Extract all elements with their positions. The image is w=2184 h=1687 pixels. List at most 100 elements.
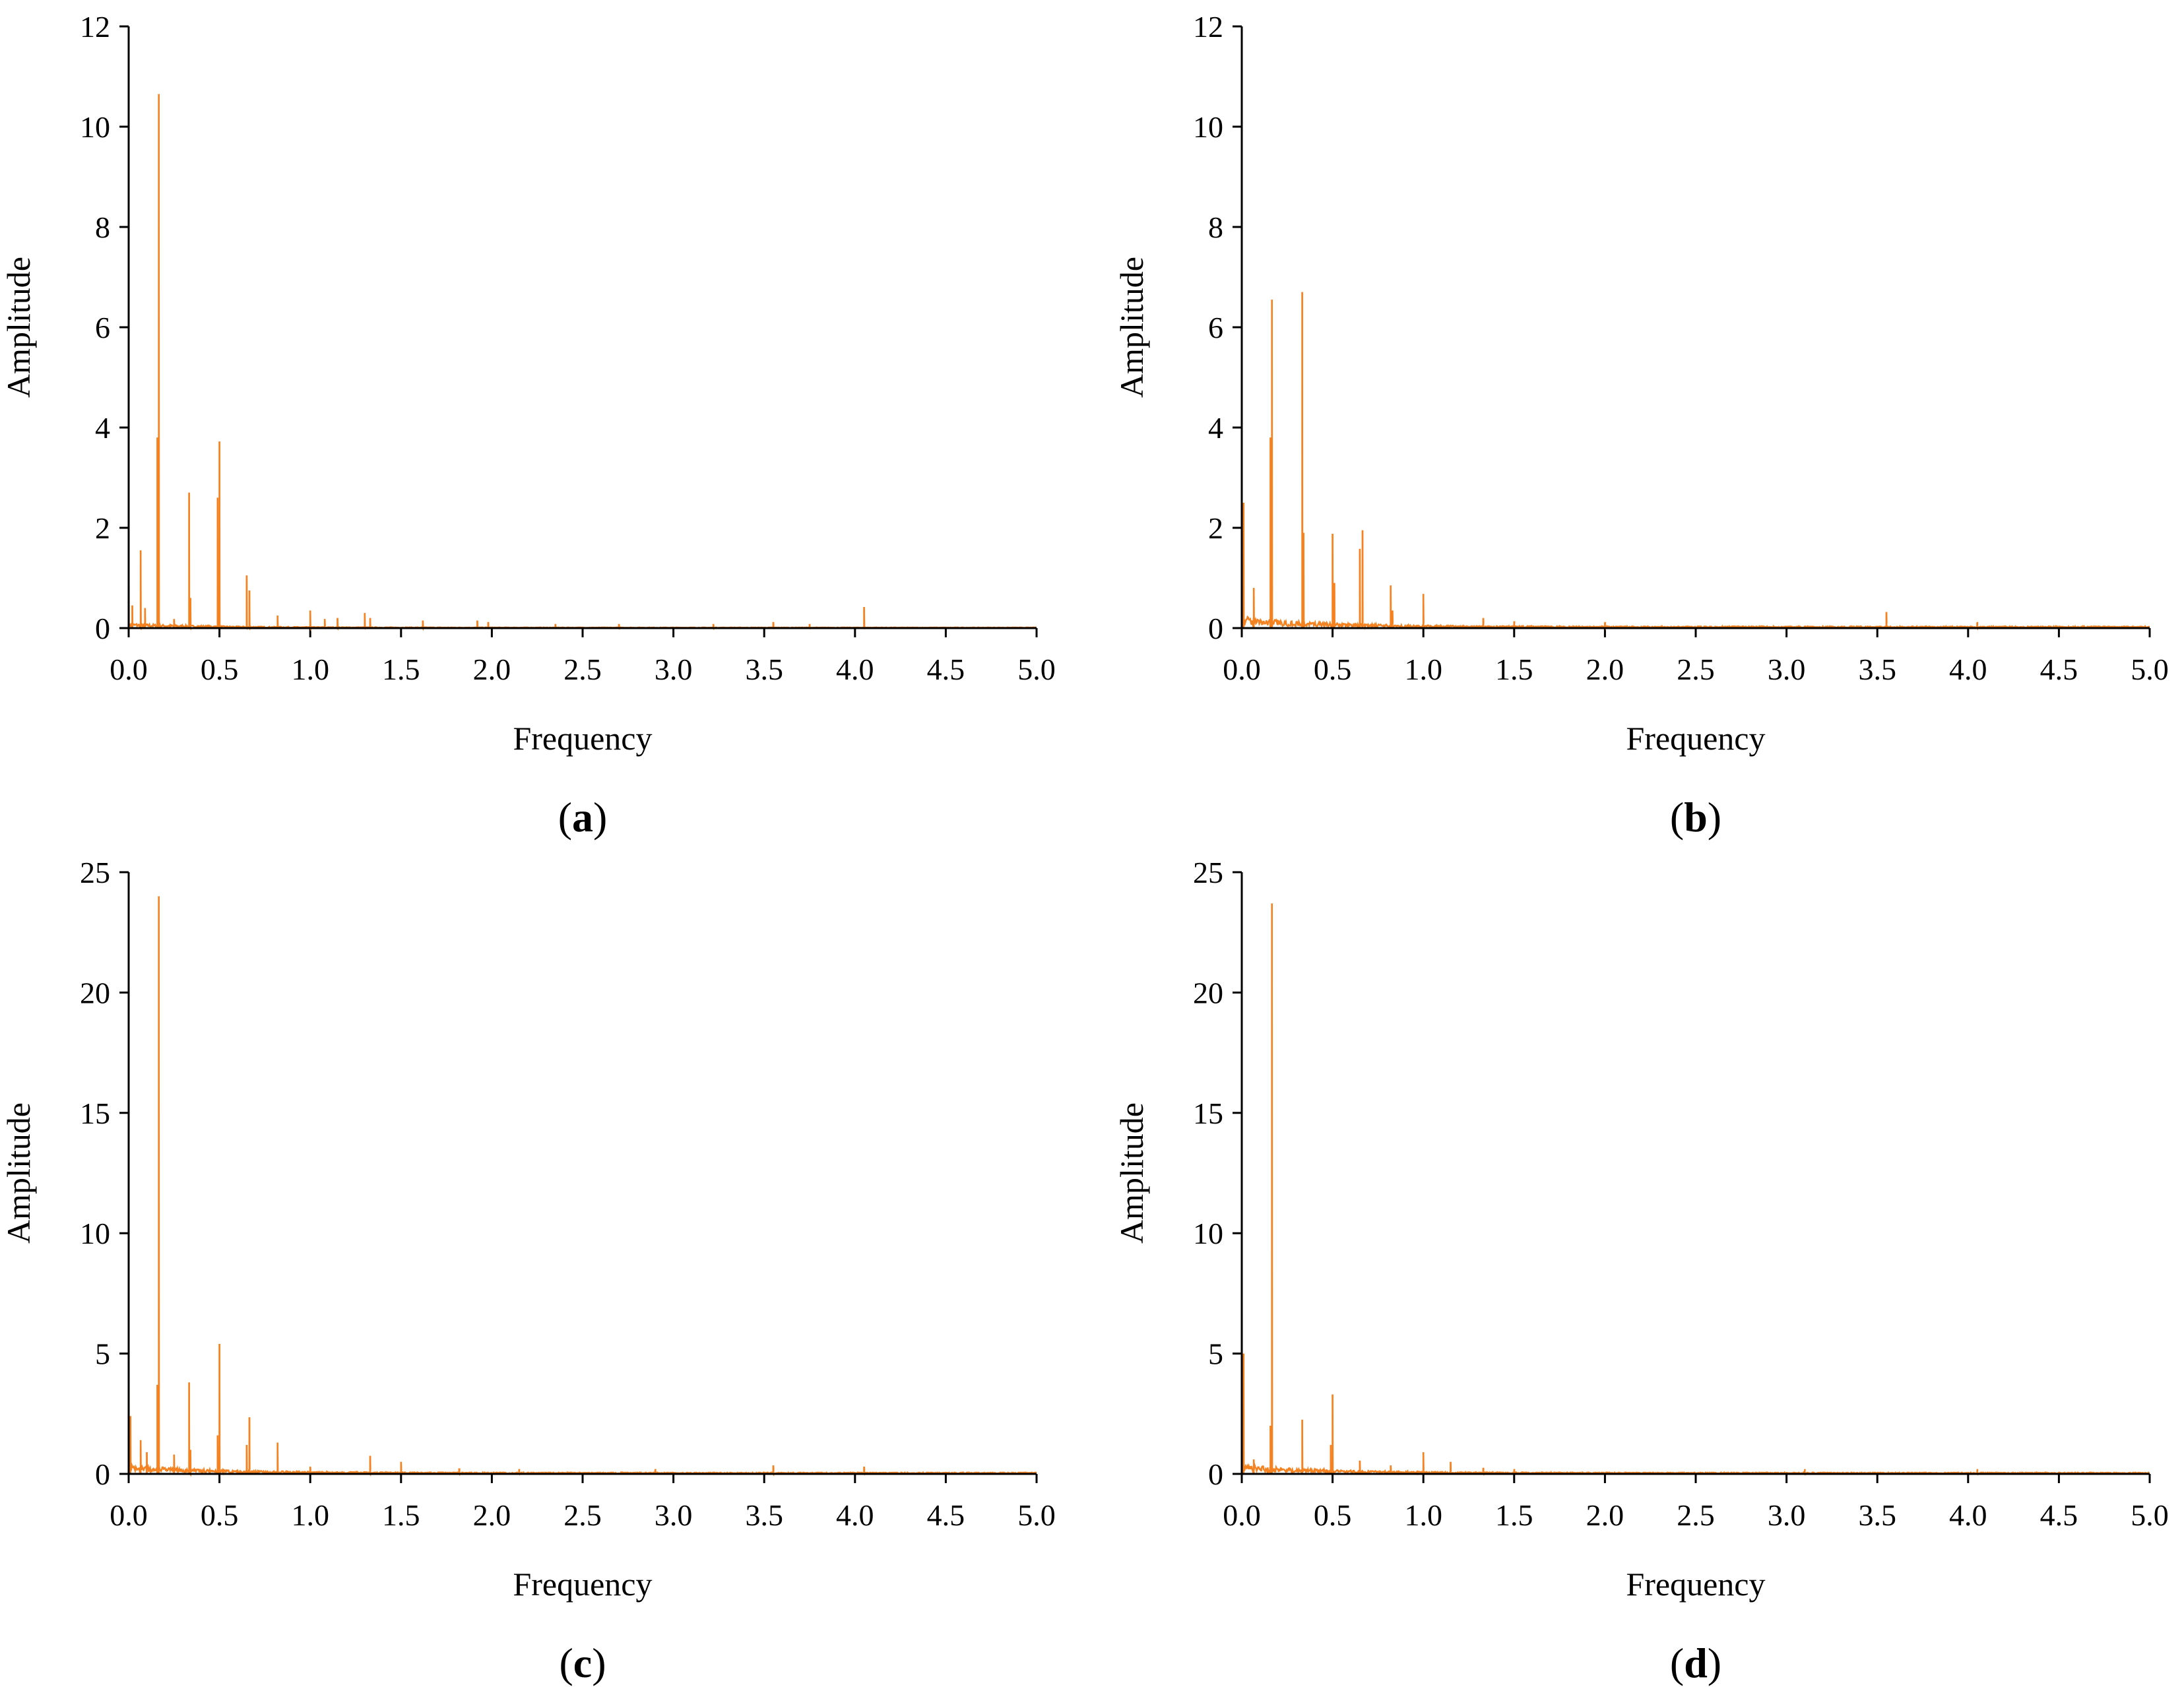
- panel-label: (b): [1670, 794, 1721, 841]
- spectrum-line: [1240, 292, 2150, 631]
- y-axis-title: Amplitude: [0, 1102, 37, 1244]
- x-tick-label: 1.0: [291, 653, 329, 686]
- y-ticks: [1233, 25, 1242, 629]
- x-tick-label: 4.5: [2040, 653, 2078, 686]
- y-tick-label: 8: [95, 210, 110, 244]
- panel-label-close: ): [1708, 794, 1721, 841]
- y-axis-title: Amplitude: [0, 257, 37, 398]
- x-tick-label: 2.0: [473, 653, 511, 686]
- x-tick-label: 3.0: [1768, 1498, 1806, 1532]
- panel-label-close: ): [1708, 1639, 1721, 1686]
- x-tick-labels: 0.0 0.5 1.0 1.5 2.0 2.5 3.0 3.5 4.0 4.5 5.0: [1223, 653, 2169, 686]
- x-tick-label: 3.5: [1858, 653, 1896, 686]
- y-tick-label: 20: [1193, 976, 1223, 1009]
- x-tick-labels: 0.0 0.5 1.0 1.5 2.0 2.5 3.0 3.5 4.0 4.5 5.0: [1223, 1498, 2169, 1532]
- y-tick-labels: 0 5 10 15 20 25: [80, 856, 110, 1491]
- spectrum-line: [127, 94, 1037, 631]
- panel-b: 0 2 4 6 8 10 12 0.0 0.5 1.0 1.5 2.0 2.5 3.0 3.5 4.0 4.5…: [1113, 10, 2169, 841]
- panel-label: (c): [559, 1639, 606, 1686]
- x-tick-labels: 0.0 0.5 1.0 1.5 2.0 2.5 3.0 3.5 4.0 4.5 5.0: [110, 1498, 1056, 1532]
- x-ticks: [127, 1474, 1038, 1483]
- panel-label-open: (: [1670, 794, 1684, 841]
- x-tick-label: 4.5: [927, 1498, 965, 1532]
- x-tick-label: 0.0: [1223, 1498, 1261, 1532]
- x-tick-label: 4.0: [836, 1498, 874, 1532]
- y-ticks: [119, 871, 129, 1475]
- y-axis-title: Amplitude: [1113, 257, 1150, 398]
- panel-label-open: (: [558, 794, 572, 841]
- x-axis-title: Frequency: [513, 720, 652, 757]
- x-ticks: [127, 628, 1038, 637]
- y-tick-label: 15: [1193, 1097, 1223, 1130]
- x-tick-labels: 0.0 0.5 1.0 1.5 2.0 2.5 3.0 3.5 4.0 4.5 5.0: [110, 653, 1056, 686]
- x-tick-label: 3.5: [1858, 1498, 1896, 1532]
- y-tick-label: 0: [95, 612, 110, 645]
- x-tick-label: 3.0: [655, 1498, 693, 1532]
- y-tick-label: 4: [95, 411, 110, 445]
- y-tick-label: 8: [1208, 210, 1223, 244]
- x-axis-title: Frequency: [1626, 720, 1765, 757]
- y-tick-labels: 0 5 10 15 20 25: [1193, 856, 1223, 1491]
- x-ticks: [1240, 1474, 2151, 1483]
- panel-label-open: (: [559, 1639, 573, 1686]
- x-tick-label: 3.0: [1768, 653, 1806, 686]
- spectrum-peaks: [1240, 903, 1978, 1474]
- x-tick-label: 0.0: [110, 1498, 148, 1532]
- panel-label-letter: a: [572, 794, 593, 841]
- x-tick-label: 1.0: [291, 1498, 329, 1532]
- y-tick-label: 0: [1208, 1457, 1223, 1491]
- panel-d: 0 5 10 15 20 25 0.0 0.5 1.0 1.5 2.0 2.5 3.0 3.5 4.0 4.…: [1113, 856, 2169, 1686]
- y-tick-label: 12: [1193, 10, 1223, 44]
- x-tick-label: 5.0: [1017, 1498, 1056, 1532]
- y-tick-label: 5: [95, 1337, 110, 1371]
- x-tick-label: 0.0: [110, 653, 148, 686]
- x-tick-label: 3.5: [745, 1498, 783, 1532]
- spectrum-line: [1240, 903, 2150, 1477]
- y-tick-labels: 0 2 4 6 8 10 12: [1193, 10, 1223, 645]
- panel-label-letter: b: [1684, 794, 1708, 841]
- y-tick-label: 6: [1208, 311, 1223, 344]
- x-tick-label: 0.5: [1314, 653, 1352, 686]
- x-tick-label: 2.5: [563, 653, 602, 686]
- y-ticks: [1233, 871, 1242, 1475]
- spectrum-peaks: [127, 94, 865, 628]
- panel-a: 0 2 4 6 8 10 12 0.0 0.5 1.0 1.5 2.0 2.5 3.0 3.5 4.0 4.5…: [0, 10, 1056, 841]
- x-tick-label: 4.0: [1949, 1498, 1987, 1532]
- y-tick-label: 20: [80, 976, 110, 1009]
- x-tick-label: 4.5: [2040, 1498, 2078, 1532]
- y-tick-label: 10: [80, 1217, 110, 1250]
- x-tick-label: 1.0: [1404, 1498, 1442, 1532]
- x-tick-label: 2.5: [1677, 653, 1715, 686]
- panel-label: (d): [1670, 1639, 1721, 1686]
- y-tick-label: 6: [95, 311, 110, 344]
- x-tick-label: 1.5: [382, 653, 420, 686]
- y-tick-label: 10: [1193, 110, 1223, 144]
- y-tick-label: 25: [80, 856, 110, 889]
- x-tick-label: 0.5: [201, 1498, 239, 1532]
- panel-label-open: (: [1670, 1639, 1684, 1686]
- panel-label-close: ): [593, 794, 607, 841]
- x-tick-label: 4.5: [927, 653, 965, 686]
- spectrum-line: [127, 896, 1037, 1477]
- y-tick-label: 5: [1208, 1337, 1223, 1371]
- x-tick-label: 4.0: [836, 653, 874, 686]
- y-axis-title: Amplitude: [1113, 1102, 1150, 1244]
- y-tick-label: 2: [1208, 511, 1223, 545]
- panel-label-letter: c: [573, 1639, 592, 1686]
- y-tick-label: 12: [80, 10, 110, 44]
- x-tick-label: 3.0: [655, 653, 693, 686]
- x-tick-label: 0.5: [201, 653, 239, 686]
- x-axis-title: Frequency: [513, 1566, 652, 1603]
- x-tick-label: 1.5: [382, 1498, 420, 1532]
- x-tick-label: 0.0: [1223, 653, 1261, 686]
- x-tick-label: 5.0: [2131, 653, 2169, 686]
- panel-c: 0 5 10 15 20 25 0.0 0.5 1.0 1.5 2.0 2.5 3.0 3.5 4.0 4.…: [0, 856, 1056, 1686]
- x-tick-label: 2.0: [1586, 653, 1624, 686]
- y-tick-label: 0: [1208, 612, 1223, 645]
- y-tick-label: 10: [1193, 1217, 1223, 1250]
- spectrum-peaks: [127, 896, 865, 1474]
- x-tick-label: 0.5: [1314, 1498, 1352, 1532]
- y-tick-labels: 0 2 4 6 8 10 12: [80, 10, 110, 645]
- x-tick-label: 2.5: [563, 1498, 602, 1532]
- panel-label-close: ): [592, 1639, 606, 1686]
